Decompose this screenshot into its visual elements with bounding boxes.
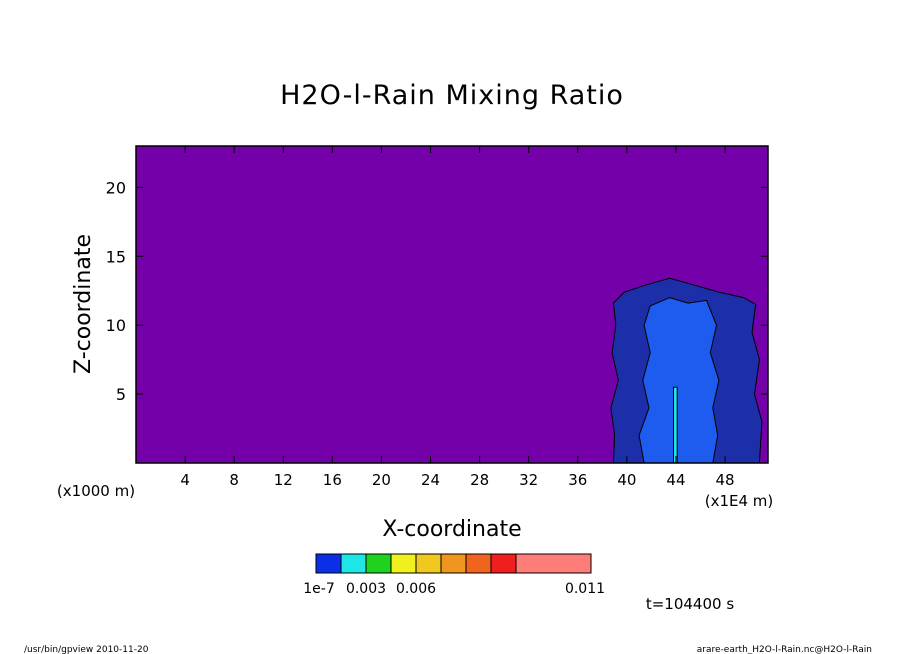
y-unit-label: (x1000 m): [57, 482, 135, 500]
plot-frame: [135, 145, 769, 464]
footer-right: arare-earth_H2O-l-Rain.nc@H2O-l-Rain: [697, 645, 872, 654]
colorbar-swatch: [415, 553, 442, 574]
inner-rain-region: [638, 297, 720, 464]
x-tick-label: 24: [421, 471, 440, 489]
colorbar-label: 0.011: [565, 581, 605, 597]
colorbar-label: 0.006: [396, 581, 436, 597]
x-axis-title: X-coordinate: [382, 517, 521, 542]
footer-left: /usr/bin/gpview 2010-11-20: [24, 645, 149, 654]
x-tick-label: 48: [716, 471, 735, 489]
y-axis-ticks: 5 10 15 20: [106, 178, 768, 404]
y-tick-label: 10: [106, 316, 126, 335]
x-tick-label: 40: [617, 471, 636, 489]
x-tick-label: 16: [323, 471, 342, 489]
core-shaft: [673, 386, 678, 464]
x-axis-ticks: 4 8 12 16 20 24 28 32 36 40 44 48: [180, 146, 735, 489]
colorbar-labels: 1e-7 0.003 0.006 0.011: [303, 581, 605, 597]
x-tick-label: 28: [470, 471, 489, 489]
colorbar-swatch: [490, 553, 517, 574]
x-tick-label: 20: [372, 471, 391, 489]
y-tick-label: 5: [116, 385, 126, 404]
chart-title: H2O-l-Rain Mixing Ratio: [280, 80, 624, 111]
x-tick-label: 44: [666, 471, 685, 489]
x-tick-label: 8: [229, 471, 239, 489]
colorbar-swatch: [390, 553, 417, 574]
colorbar-swatch: [340, 553, 367, 574]
y-tick-label: 20: [106, 178, 126, 197]
colorbar-swatch: [440, 553, 467, 574]
colorbar-label: 0.003: [346, 581, 386, 597]
y-tick-label: 15: [106, 247, 126, 266]
x-tick-label: 4: [180, 471, 190, 489]
x-unit-label: (x1E4 m): [705, 492, 774, 510]
x-tick-label: 12: [274, 471, 293, 489]
colorbar-swatch: [515, 553, 592, 574]
y-axis-title: Z-coordinate: [71, 234, 96, 374]
x-tick-label: 32: [519, 471, 538, 489]
colorbar: [315, 553, 592, 574]
time-label: t=104400 s: [646, 595, 734, 613]
colorbar-label: 1e-7: [303, 581, 334, 597]
contour-regions: [610, 277, 763, 464]
x-tick-label: 36: [568, 471, 587, 489]
colorbar-swatch: [365, 553, 392, 574]
colorbar-swatch: [465, 553, 492, 574]
colorbar-swatch: [315, 553, 342, 574]
